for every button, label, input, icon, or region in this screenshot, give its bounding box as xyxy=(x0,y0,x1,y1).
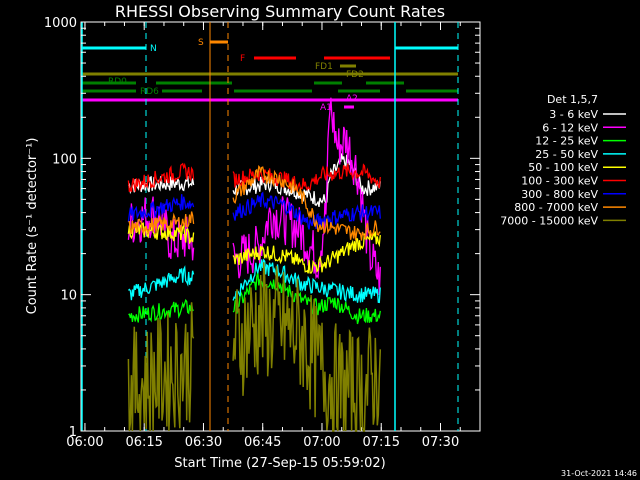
chart-title: RHESSI Observing Summary Count Rates xyxy=(115,2,445,21)
series-line-9 xyxy=(127,302,195,432)
flag-label-s: S xyxy=(198,38,204,48)
legend-label: 12 - 25 keV xyxy=(535,135,598,148)
legend-label: 25 - 50 keV xyxy=(535,148,598,161)
series-line-2 xyxy=(127,196,195,261)
series-line-3 xyxy=(128,298,195,323)
legend-label: 50 - 100 keV xyxy=(528,161,598,174)
y-tick-label: 1000 xyxy=(44,16,77,31)
flag-bars xyxy=(82,40,458,109)
x-tick-label: 06:30 xyxy=(185,435,222,450)
x-tick-label: 06:00 xyxy=(66,435,103,450)
legend-title: Det 1,5,7 xyxy=(547,93,598,106)
series-line-7 xyxy=(232,191,381,230)
plot-frame xyxy=(80,21,481,432)
legend-label: 100 - 300 keV xyxy=(521,175,598,188)
flag-label-rd6: RD6 xyxy=(140,87,159,97)
y-axis-label: Count Rate (s⁻¹ detector⁻¹) xyxy=(25,138,40,315)
x-tick-label: 07:15 xyxy=(363,435,400,450)
x-tick-label: 06:45 xyxy=(244,435,281,450)
x-tick-label: 07:30 xyxy=(422,435,459,450)
legend-label: 6 - 12 keV xyxy=(542,121,598,134)
series-line-4 xyxy=(127,265,195,301)
legend-label: 800 - 7000 keV xyxy=(514,201,598,214)
series-line-8 xyxy=(128,211,195,236)
flag-label-a2: A2 xyxy=(346,94,358,104)
flag-label-fd2: FD2 xyxy=(346,70,364,80)
y-tick-label: 100 xyxy=(52,152,77,167)
legend-label: 7000 - 15000 keV xyxy=(500,214,598,227)
y-tick-label: 1 xyxy=(69,425,77,440)
series-line-6 xyxy=(127,162,195,193)
series-line-5 xyxy=(232,231,381,274)
legend-label: 3 - 6 keV xyxy=(549,108,598,121)
x-axis-label: Start Time (27-Sep-15 05:59:02) xyxy=(174,456,385,471)
x-tick-label: 07:00 xyxy=(303,435,340,450)
series-group xyxy=(127,97,382,432)
flag-label-rd0: RD0 xyxy=(108,77,127,87)
x-tick-label: 06:15 xyxy=(125,435,162,450)
flag-label-f: F xyxy=(240,54,245,64)
legend-label: 300 - 800 keV xyxy=(521,188,598,201)
series-line-5 xyxy=(127,221,195,245)
axis-ticks: 06:00 06:15 06:30 06:45 07:00 07:15 07:30 1 10 10… xyxy=(44,16,481,450)
y-tick-label: 10 xyxy=(60,289,77,304)
series-line-4 xyxy=(232,258,381,304)
flag-label-a1: A1 xyxy=(320,103,332,113)
series-line-2 xyxy=(232,97,381,296)
timestamp: 31-Oct-2021 14:46 xyxy=(561,469,637,478)
series-line-9 xyxy=(232,262,382,432)
series-line-8 xyxy=(232,164,381,241)
series-line-7 xyxy=(127,194,195,222)
flag-label-fd1: FD1 xyxy=(315,62,333,72)
flag-label-n: N xyxy=(150,44,157,54)
time-markers xyxy=(81,22,459,431)
